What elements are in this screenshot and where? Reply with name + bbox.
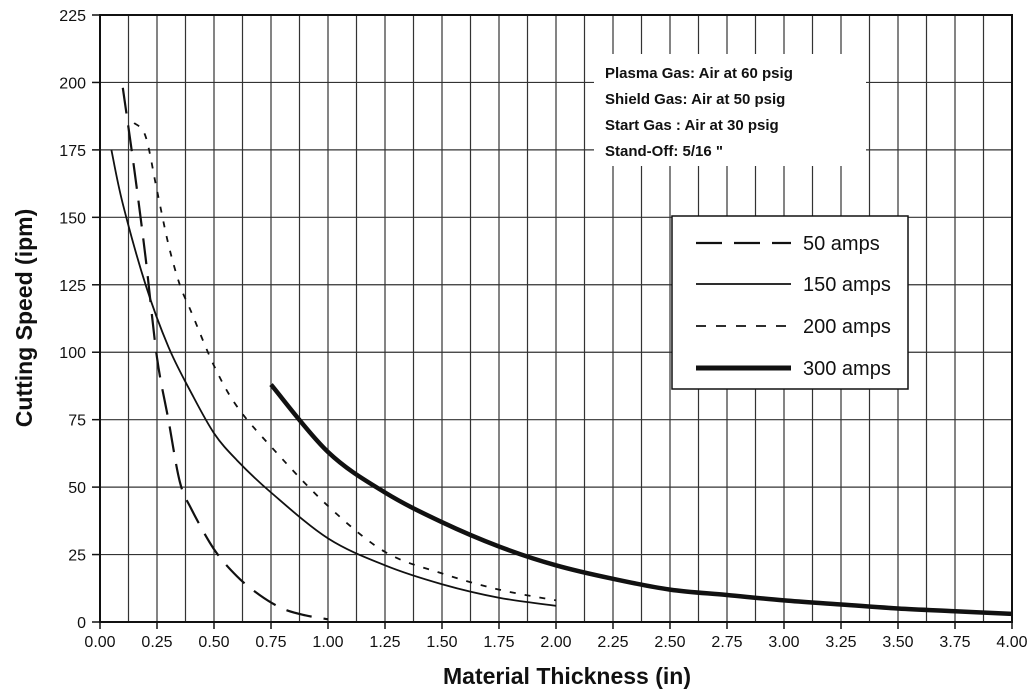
y-tick-label: 200 xyxy=(59,75,86,92)
y-tick-label: 0 xyxy=(77,615,86,632)
y-tick-label: 50 xyxy=(68,480,86,497)
annotation-line-start: Start Gas : Air at 30 psig xyxy=(605,117,779,134)
x-tick-label: 4.00 xyxy=(996,634,1027,651)
x-tick-label: 2.00 xyxy=(540,634,571,651)
x-tick-label: 1.75 xyxy=(483,634,514,651)
conditions-annotation: Plasma Gas: Air at 60 psig Shield Gas: A… xyxy=(594,54,866,166)
x-tick-label: 0.25 xyxy=(141,634,172,651)
series-layer xyxy=(110,87,1013,621)
legend-label-200-amps: 200 amps xyxy=(803,316,891,338)
y-tick-label: 125 xyxy=(59,278,86,295)
series-line-50-amps xyxy=(121,87,329,621)
x-tick-label: 0.75 xyxy=(255,634,286,651)
legend-label-50-amps: 50 amps xyxy=(803,233,880,255)
x-axis-title: Material Thickness (in) xyxy=(443,663,691,689)
x-tick-label: 3.50 xyxy=(882,634,913,651)
x-tick-label: 2.75 xyxy=(711,634,742,651)
y-tick-label: 75 xyxy=(68,413,86,430)
plot-frame xyxy=(99,14,1013,623)
x-tick-label: 3.00 xyxy=(768,634,799,651)
y-tick-label: 100 xyxy=(59,345,86,362)
legend-label-300-amps: 300 amps xyxy=(803,358,891,380)
legend-label-150-amps: 150 amps xyxy=(803,274,891,296)
tick-labels: 0 25 50 75 100 125 150 175 200 225 0.00 0.25 0.50 0.7… xyxy=(59,8,1027,651)
annotation-line-plasma: Plasma Gas: Air at 60 psig xyxy=(605,65,793,82)
y-tick-label: 175 xyxy=(59,143,86,160)
y-axis-title: Cutting Speed (ipm) xyxy=(11,209,37,427)
x-tick-label: 2.50 xyxy=(654,634,685,651)
y-tick-label: 25 xyxy=(68,548,86,565)
series-line-200-amps xyxy=(133,122,557,602)
x-tick-label: 2.25 xyxy=(597,634,628,651)
x-tick-label: 1.25 xyxy=(369,634,400,651)
series-line-300-amps xyxy=(269,383,1013,617)
x-tick-label: 3.75 xyxy=(939,634,970,651)
x-tick-label: 0.00 xyxy=(84,634,115,651)
annotation-background xyxy=(594,54,866,166)
annotation-line-shield: Shield Gas: Air at 50 psig xyxy=(605,91,785,108)
legend-box xyxy=(671,215,909,390)
annotation-line-standoff: Stand-Off: 5/16 " xyxy=(605,143,723,160)
x-tick-label: 1.50 xyxy=(426,634,457,651)
x-tick-label: 1.00 xyxy=(312,634,343,651)
y-tick-label: 225 xyxy=(59,8,86,25)
legend: 50 amps 150 amps 200 amps 300 amps xyxy=(671,215,909,390)
y-tick-label: 150 xyxy=(59,210,86,227)
series-line-150-amps xyxy=(110,149,557,607)
x-tick-label: 0.50 xyxy=(198,634,229,651)
x-tick-label: 3.25 xyxy=(825,634,856,651)
